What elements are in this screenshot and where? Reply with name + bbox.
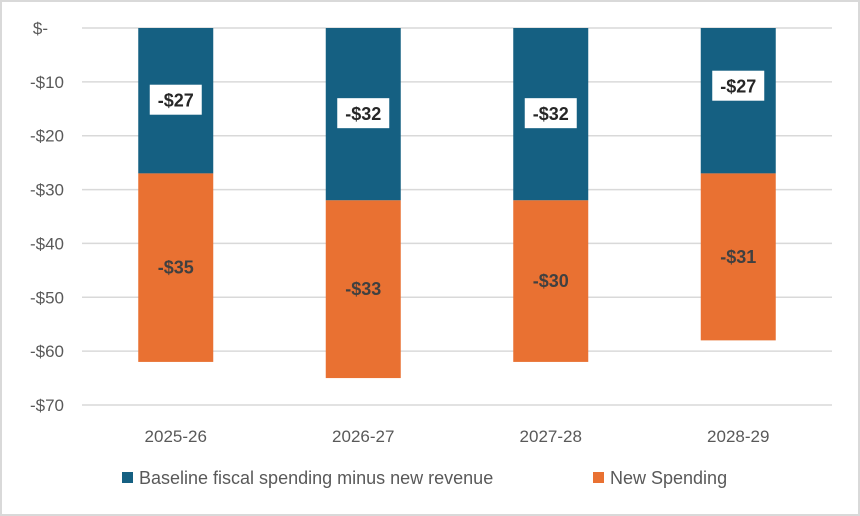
bar-segment: [325, 200, 401, 379]
y-tick-label: $-: [33, 19, 48, 38]
legend-label: Baseline fiscal spending minus new reven…: [139, 468, 493, 488]
x-tick-label: 2026-27: [332, 427, 394, 446]
data-label-box: [524, 98, 577, 129]
data-label: -$35: [158, 258, 194, 278]
y-tick-label: -$20: [30, 127, 64, 146]
data-label-box: [149, 84, 202, 115]
x-axis: 2025-26 2026-27 2027-28 2028-29: [145, 427, 770, 446]
y-tick-label: -$40: [30, 234, 64, 253]
data-label: -$31: [720, 247, 756, 267]
y-tick-label: -$30: [30, 181, 64, 200]
data-label: -$32: [345, 104, 381, 124]
legend-label: New Spending: [610, 468, 727, 488]
data-label: -$27: [720, 77, 756, 97]
y-tick-label: -$70: [30, 396, 64, 415]
data-label: -$33: [345, 279, 381, 299]
data-label-box: [712, 70, 765, 101]
y-tick-label: -$10: [30, 73, 64, 92]
legend: Baseline fiscal spending minus new reven…: [122, 468, 727, 488]
bars: -$27 -$35 -$32 -$33 -$32 -$30 -$27 -$31: [138, 28, 776, 379]
x-tick-label: 2027-28: [520, 427, 582, 446]
data-label: -$27: [158, 91, 194, 111]
y-tick-label: -$50: [30, 288, 64, 307]
data-label: -$30: [533, 271, 569, 291]
legend-swatch: [122, 472, 133, 483]
x-tick-label: 2028-29: [707, 427, 769, 446]
x-tick-label: 2025-26: [145, 427, 207, 446]
y-axis: $- -$10 -$20 -$30 -$40 -$50 -$60 -$70: [30, 19, 64, 415]
y-tick-label: -$60: [30, 342, 64, 361]
bar-segment: [700, 173, 776, 341]
bar-segment: [138, 173, 214, 362]
data-label: -$32: [533, 104, 569, 124]
legend-swatch: [593, 472, 604, 483]
bar-segment: [513, 200, 589, 362]
data-label-box: [337, 98, 390, 129]
